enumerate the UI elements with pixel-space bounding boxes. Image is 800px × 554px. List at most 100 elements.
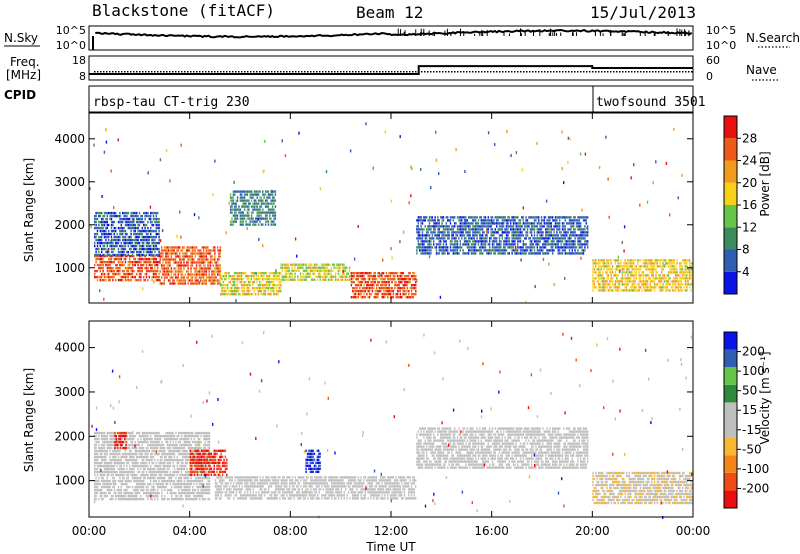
data-cell: [112, 223, 114, 227]
data-cell: [444, 234, 446, 237]
data-cell: [232, 199, 235, 202]
data-cell: [119, 226, 121, 230]
data-cell: [270, 290, 272, 293]
data-cell: [266, 272, 268, 275]
data-cell: [672, 271, 674, 274]
data-cell: [145, 229, 148, 233]
scatter-cell: [402, 230, 405, 234]
data-cell: [115, 238, 117, 242]
data-cell: [96, 467, 99, 471]
data-cell: [110, 437, 113, 441]
data-cell: [535, 252, 537, 255]
data-cell: [587, 243, 589, 246]
data-cell: [617, 274, 619, 277]
data-cell: [163, 270, 166, 273]
data-cell: [165, 258, 167, 261]
data-cell: [552, 240, 554, 243]
data-cell: [512, 228, 515, 231]
data-cell: [412, 278, 414, 281]
data-cell: [334, 278, 337, 281]
data-cell: [476, 240, 478, 243]
data-cell: [663, 274, 666, 277]
data-cell: [95, 232, 97, 236]
data-cell: [238, 275, 240, 278]
nave-point: [655, 71, 657, 73]
data-cell: [433, 237, 435, 240]
data-cell: [618, 280, 621, 283]
data-cell: [110, 440, 113, 444]
data-cell: [417, 228, 419, 231]
nave-point: [469, 71, 471, 73]
data-cell: [297, 278, 299, 281]
data-cell: [577, 225, 579, 228]
scatter-cell: [246, 226, 248, 230]
data-cell: [95, 467, 97, 471]
nave-point: [274, 71, 276, 73]
data-cell: [676, 286, 678, 289]
data-cell: [252, 196, 254, 199]
data-cell: [115, 278, 117, 282]
data-cell: [243, 214, 246, 217]
data-cell: [468, 228, 470, 231]
data-cell: [391, 272, 393, 275]
data-cell: [366, 293, 368, 296]
data-cell: [599, 286, 601, 289]
data-cell: [487, 219, 489, 222]
nave-point: [208, 71, 210, 73]
data-cell: [288, 278, 291, 281]
data-cell: [245, 190, 247, 193]
data-cell: [610, 289, 612, 292]
data-cell: [212, 279, 215, 282]
data-cell: [205, 249, 208, 252]
nave-point: [631, 71, 633, 73]
data-cell: [430, 249, 432, 252]
data-cell: [160, 267, 163, 270]
data-cell: [145, 244, 148, 248]
data-cell: [564, 231, 566, 234]
data-cell: [127, 235, 129, 239]
data-cell: [180, 276, 182, 279]
data-cell: [219, 275, 222, 278]
data-cell: [546, 249, 548, 252]
data-cell: [353, 290, 355, 293]
data-cell: [416, 246, 418, 249]
data-cell: [99, 266, 101, 270]
data-cell: [392, 275, 395, 278]
data-cell: [526, 246, 529, 249]
scatter-cell: [605, 135, 607, 139]
data-cell: [596, 280, 598, 283]
data-cell: [621, 271, 624, 274]
data-cell: [688, 259, 691, 262]
data-cell: [215, 279, 217, 282]
data-cell: [263, 275, 265, 278]
data-cell: [498, 246, 501, 249]
data-cell: [271, 287, 274, 290]
data-cell: [570, 231, 572, 234]
data-cell: [179, 261, 181, 264]
data-cell: [597, 271, 600, 274]
data-cell: [659, 259, 661, 262]
data-cell: [259, 220, 261, 223]
data-cell: [477, 225, 480, 228]
data-cell: [150, 266, 152, 270]
data-cell: [235, 208, 237, 211]
data-cell: [596, 262, 598, 265]
data-cell: [472, 252, 474, 255]
data-cell: [440, 246, 442, 249]
data-cell: [256, 211, 258, 214]
data-cell: [141, 257, 143, 261]
data-cell: [290, 278, 292, 281]
data-cell: [204, 273, 206, 276]
data-cell: [578, 237, 580, 240]
data-cell: [388, 287, 390, 290]
data-cell: [264, 220, 267, 223]
data-cell: [442, 252, 445, 255]
data-cell: [427, 240, 429, 243]
data-cell: [540, 249, 543, 252]
data-cell: [266, 217, 268, 220]
data-cell: [466, 240, 468, 243]
data-cell: [141, 263, 143, 267]
data-cell: [519, 249, 522, 252]
data-cell: [117, 473, 120, 477]
data-cell: [101, 464, 103, 468]
